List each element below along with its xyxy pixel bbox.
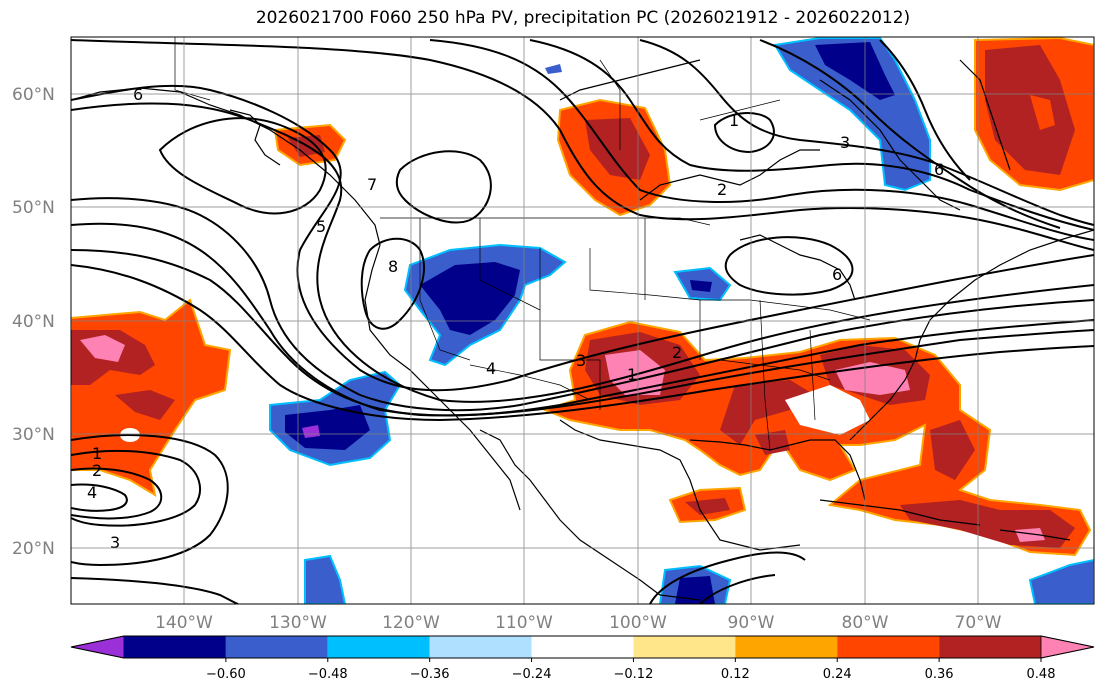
colorbar-tick-label: −0.48 — [308, 667, 348, 682]
contour-label: 2 — [717, 180, 727, 199]
latitude-labels: 60°N 50°N 40°N 30°N 20°N — [12, 85, 55, 559]
precip-negative-pacific-low — [269, 370, 402, 467]
longitude-labels: 140°W 130°W 120°W 110°W 100°W 90°W 80°W … — [155, 613, 1002, 633]
contour-label: 6 — [934, 160, 944, 179]
precip-positive-labrador — [974, 37, 1094, 192]
lat-label: 50°N — [12, 198, 55, 218]
lon-label: 120°W — [382, 613, 440, 633]
colorbar-tick-label: 0.12 — [721, 667, 750, 682]
contour-label: 3 — [576, 351, 586, 370]
lon-label: 70°W — [955, 613, 1002, 633]
contour-label: 4 — [486, 359, 496, 378]
contour-label: 3 — [110, 533, 120, 552]
map-frame — [70, 36, 1095, 605]
pv-contours — [71, 39, 1094, 604]
contour-label: 8 — [388, 257, 398, 276]
lat-label: 30°N — [12, 425, 55, 445]
precip-positive-pacific — [71, 298, 232, 498]
colorbar-segment — [327, 636, 430, 658]
colorbar-tick-label: −0.36 — [410, 667, 450, 682]
lat-label: 40°N — [12, 312, 55, 332]
colorbar-tick-label: −0.60 — [206, 667, 246, 682]
chart-title: 2026021700 F060 250 hPa PV, precipitatio… — [255, 8, 911, 28]
colorbar: −0.60 −0.48 −0.36 −0.24 −0.12 0.12 0.24 0.36 0.4… — [70, 635, 1095, 682]
colorbar-extend-low — [70, 635, 125, 659]
lon-label: 140°W — [155, 613, 213, 633]
colorbar-tick-label: 0.36 — [925, 667, 954, 682]
colorbar-extend-high — [1040, 635, 1095, 659]
colorbar-segment — [939, 636, 1041, 658]
colorbar-outline — [70, 635, 1095, 659]
colorbar-tick-label: −0.24 — [512, 667, 552, 682]
colorbar-segment — [429, 636, 532, 658]
colorbar-segment — [837, 636, 940, 658]
contour-label: 1 — [92, 444, 102, 463]
colorbar-tick-label: 0.24 — [823, 667, 852, 682]
contour-label: 1 — [729, 111, 739, 130]
contour-label: 6 — [832, 265, 842, 284]
colorbar-tick-label: 0.48 — [1027, 667, 1056, 682]
colorbar-segment — [225, 636, 328, 658]
colorbar-segment — [735, 636, 838, 658]
political-borders — [174, 37, 871, 451]
contour-label: 7 — [367, 175, 377, 194]
contour-label: 2 — [672, 343, 682, 362]
contour-label: 4 — [87, 483, 97, 502]
lon-label: 90°W — [728, 613, 775, 633]
lon-label: 80°W — [842, 613, 889, 633]
contour-label: 1 — [627, 365, 637, 384]
precip-negative-west — [403, 243, 567, 367]
coastlines — [71, 59, 1094, 601]
lon-label: 130°W — [269, 613, 327, 633]
contour-label: 2 — [92, 461, 102, 480]
colorbar-segment — [124, 636, 226, 658]
lat-label: 20°N — [12, 539, 55, 559]
precip-positive-mexico — [668, 486, 747, 524]
colorbar-segment — [633, 636, 736, 658]
lat-label: 60°N — [12, 85, 55, 105]
contour-label: 5 — [316, 217, 326, 236]
lon-label: 100°W — [609, 613, 667, 633]
colorbar-segment — [531, 636, 634, 658]
colorbar-tick-label: −0.12 — [614, 667, 654, 682]
lon-label: 110°W — [495, 613, 553, 633]
gridlines — [71, 37, 1094, 604]
contour-label: 3 — [840, 133, 850, 152]
map-content: 6 1 2 3 6 5 7 8 6 3 2 1 4 1 2 4 3 — [71, 37, 1094, 604]
